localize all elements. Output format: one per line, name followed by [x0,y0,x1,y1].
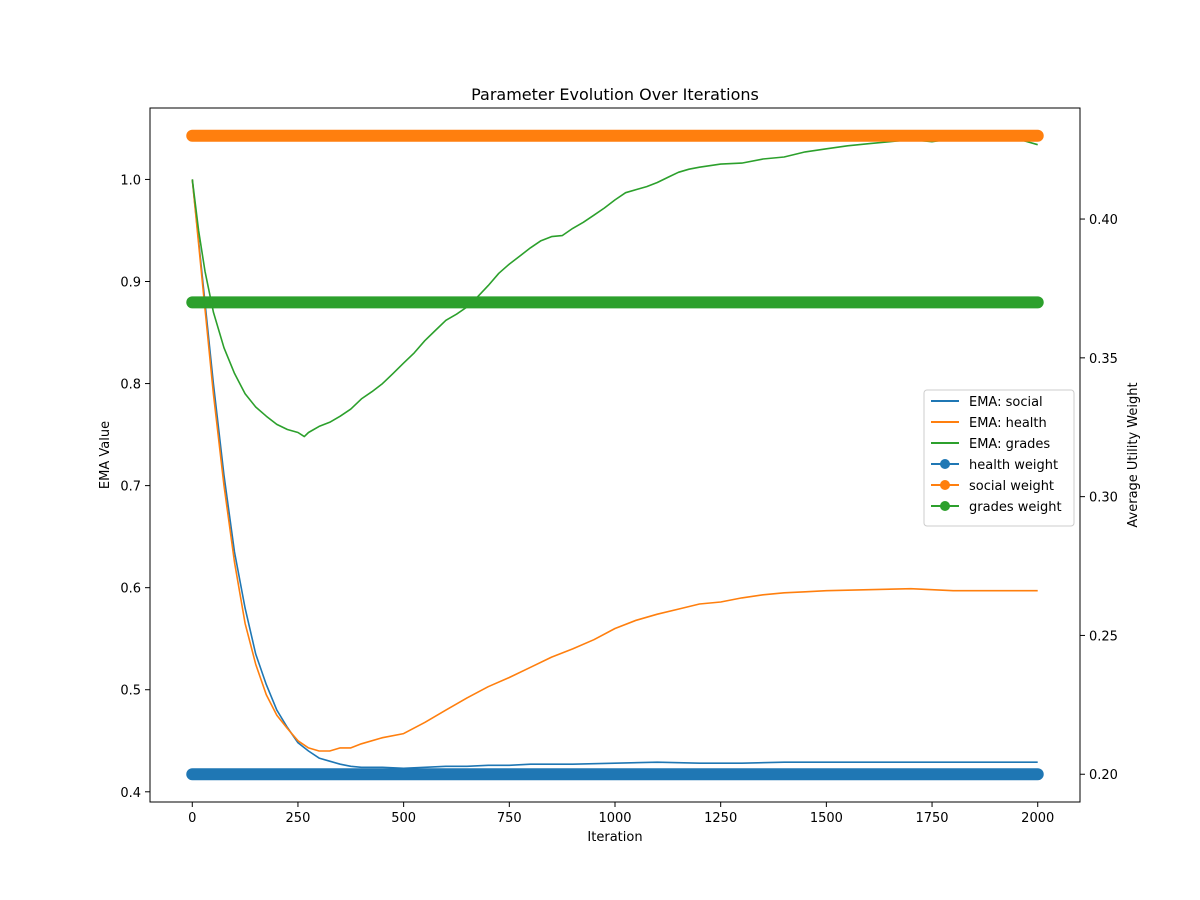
x-tick-label: 750 [497,811,522,826]
x-tick-label: 2000 [1021,811,1054,826]
x-tick-label: 1250 [704,811,737,826]
legend-box [923,389,1075,527]
y-axis-label: EMA Value [98,421,113,489]
y-tick-label: 0.4 [120,786,141,801]
series-line-ema-health [191,179,1038,752]
series-group [186,129,1044,781]
y-tick-label: 0.8 [120,378,141,393]
y-tick-label: 0.7 [120,480,141,495]
x-tick-label: 1750 [915,811,948,826]
legend-label-grades-weight: grades weight [969,500,1062,515]
legend-label-health-weight: health weight [969,458,1058,473]
legend-label-social-weight: social weight [969,479,1054,494]
legend-marker-grades-weight [940,501,950,511]
x-tick-label: 0 [188,811,196,826]
y-tick-label: 1.0 [120,173,141,188]
legend-marker-social-weight [940,480,950,490]
chart-title: Parameter Evolution Over Iterations [471,85,759,104]
legend-label-ema-social: EMA: social [969,395,1043,410]
axes: 0 250 500 750 1000 1250 1500 1750 2000 0.4 0.5 0.6 0… [120,107,1118,826]
x-tick-label: 1000 [598,811,631,826]
y2-tick-label: 0.25 [1089,629,1118,644]
x-tick-label: 500 [391,811,416,826]
legend-marker-health-weight [940,459,950,469]
y-tick-label: 0.5 [120,684,141,699]
y2-axis-label: Average Utility Weight [1126,382,1141,527]
y-tick-label: 0.6 [120,582,141,597]
y2-tick-label: 0.20 [1089,768,1118,783]
legend-label-ema-grades: EMA: grades [969,437,1050,452]
series-line-ema-grades [191,134,1038,438]
plot-area [186,129,1044,781]
y-tick-label: 0.9 [120,276,141,291]
x-tick-label: 1500 [810,811,843,826]
y2-tick-label: 0.30 [1089,491,1118,506]
y2-tick-label: 0.40 [1089,213,1118,228]
y2-tick-label: 0.35 [1089,352,1118,367]
x-axis-label: Iteration [587,830,642,845]
legend: EMA: social EMA: health EMA: grades health … [923,389,1075,527]
x-tick-label: 250 [286,811,311,826]
legend-label-ema-health: EMA: health [969,416,1047,431]
